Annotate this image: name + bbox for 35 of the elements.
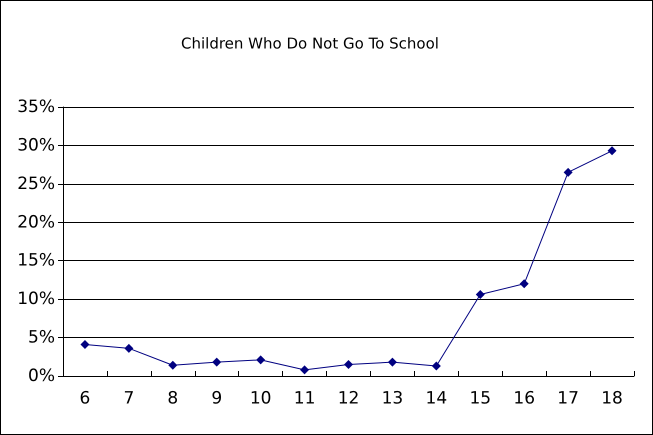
y-tick-label: 0%: [28, 366, 55, 386]
x-tick-label: 17: [557, 388, 579, 408]
x-tick-label: 8: [167, 388, 178, 408]
chart-title: Children Who Do Not Go To School: [181, 34, 439, 52]
x-tick-label: 12: [338, 388, 360, 408]
y-tick-label: 5%: [28, 328, 55, 348]
point: [344, 360, 353, 369]
x-tick-label: 11: [294, 388, 316, 408]
point: [212, 358, 222, 367]
y-tick-label: 25%: [17, 174, 55, 194]
point: [388, 358, 397, 367]
x-tick-label: 10: [250, 388, 272, 408]
point: [608, 146, 617, 156]
x-tick-label: 13: [382, 388, 404, 408]
x-tick-label: 18: [601, 388, 623, 408]
x-tick-label: 14: [426, 388, 448, 408]
point: [432, 362, 441, 371]
x-tick-label: 9: [211, 388, 222, 408]
x-tick-label: 6: [80, 388, 90, 408]
point: [168, 360, 178, 370]
point: [124, 344, 134, 353]
y-tick-label: 20%: [17, 212, 55, 232]
point: [80, 340, 90, 349]
y-tick-label: 10%: [17, 289, 55, 310]
point: [300, 365, 310, 374]
point: [520, 279, 529, 288]
x-tick-label: 15: [469, 388, 492, 408]
point: [564, 168, 573, 177]
point: [256, 355, 266, 364]
y-tick-label: 30%: [17, 135, 55, 156]
y-tick-label: 15%: [17, 250, 55, 271]
point: [476, 290, 485, 300]
x-tick-label: 16: [513, 388, 536, 408]
y-tick-label: 35%: [17, 97, 55, 117]
x-tick-label: 7: [123, 388, 134, 408]
